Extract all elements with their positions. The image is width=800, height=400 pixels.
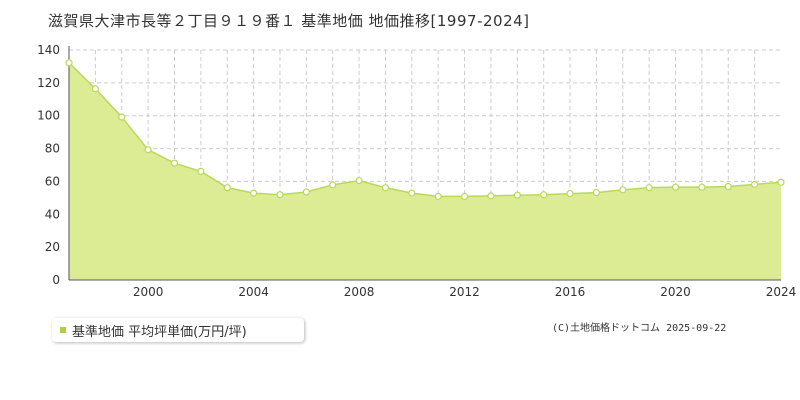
y-tick-label: 120 xyxy=(37,76,60,90)
legend: 基準地価 平均坪単価(万円/坪) xyxy=(52,318,304,342)
tick-labels: 0 20 40 60 80 100 120 140 2000 2004 2008 2012 2016 20… xyxy=(37,43,796,299)
data-point xyxy=(118,113,126,121)
data-point xyxy=(434,192,442,200)
data-point xyxy=(144,146,152,154)
axes xyxy=(68,46,781,281)
data-point xyxy=(460,192,469,200)
data-point xyxy=(751,180,759,188)
chart-title: 滋賀県大津市長等２丁目９１９番１ 基準地価 地価推移[1997-2024] xyxy=(48,12,530,30)
data-point xyxy=(619,186,627,194)
x-tick-label: 2008 xyxy=(344,285,375,299)
data-point xyxy=(540,191,548,199)
series-area xyxy=(69,62,781,280)
data-point xyxy=(724,182,732,191)
y-tick-label: 0 xyxy=(52,273,60,287)
y-tick-label: 20 xyxy=(45,240,60,254)
x-tick-label: 2004 xyxy=(238,285,269,299)
x-tick-label: 2000 xyxy=(133,285,164,299)
legend-marker-icon xyxy=(60,327,66,333)
y-tick-label: 80 xyxy=(45,142,60,156)
data-point xyxy=(487,192,495,200)
data-point xyxy=(645,184,653,192)
series-line xyxy=(68,62,782,198)
data-point xyxy=(408,189,416,197)
data-points xyxy=(65,59,785,200)
data-point xyxy=(91,85,99,93)
data-point xyxy=(276,191,284,199)
x-tick-label: 2012 xyxy=(449,285,480,299)
data-point xyxy=(592,189,601,197)
x-tick-label: 2016 xyxy=(555,285,586,299)
data-point xyxy=(566,189,574,198)
data-point xyxy=(381,184,390,192)
data-point xyxy=(223,184,231,192)
y-tick-label: 100 xyxy=(37,109,60,123)
data-point xyxy=(197,167,205,176)
copyright-text: (C)土地価格ドットコム 2025-09-22 xyxy=(552,323,727,334)
data-point xyxy=(355,177,363,185)
y-tick-label: 40 xyxy=(45,207,60,221)
legend-label: 基準地価 平均坪単価(万円/坪) xyxy=(72,324,247,340)
data-point xyxy=(249,189,258,197)
data-point xyxy=(777,178,785,186)
data-point xyxy=(302,188,310,196)
data-point xyxy=(65,59,73,67)
data-point xyxy=(698,183,706,191)
x-tick-label: 2024 xyxy=(766,285,797,299)
y-tick-label: 140 xyxy=(37,43,60,57)
data-point xyxy=(671,183,680,191)
data-point xyxy=(329,181,337,189)
y-tick-label: 60 xyxy=(45,174,60,188)
data-point xyxy=(170,159,179,167)
data-point xyxy=(513,191,521,199)
x-tick-label: 2020 xyxy=(660,285,691,299)
